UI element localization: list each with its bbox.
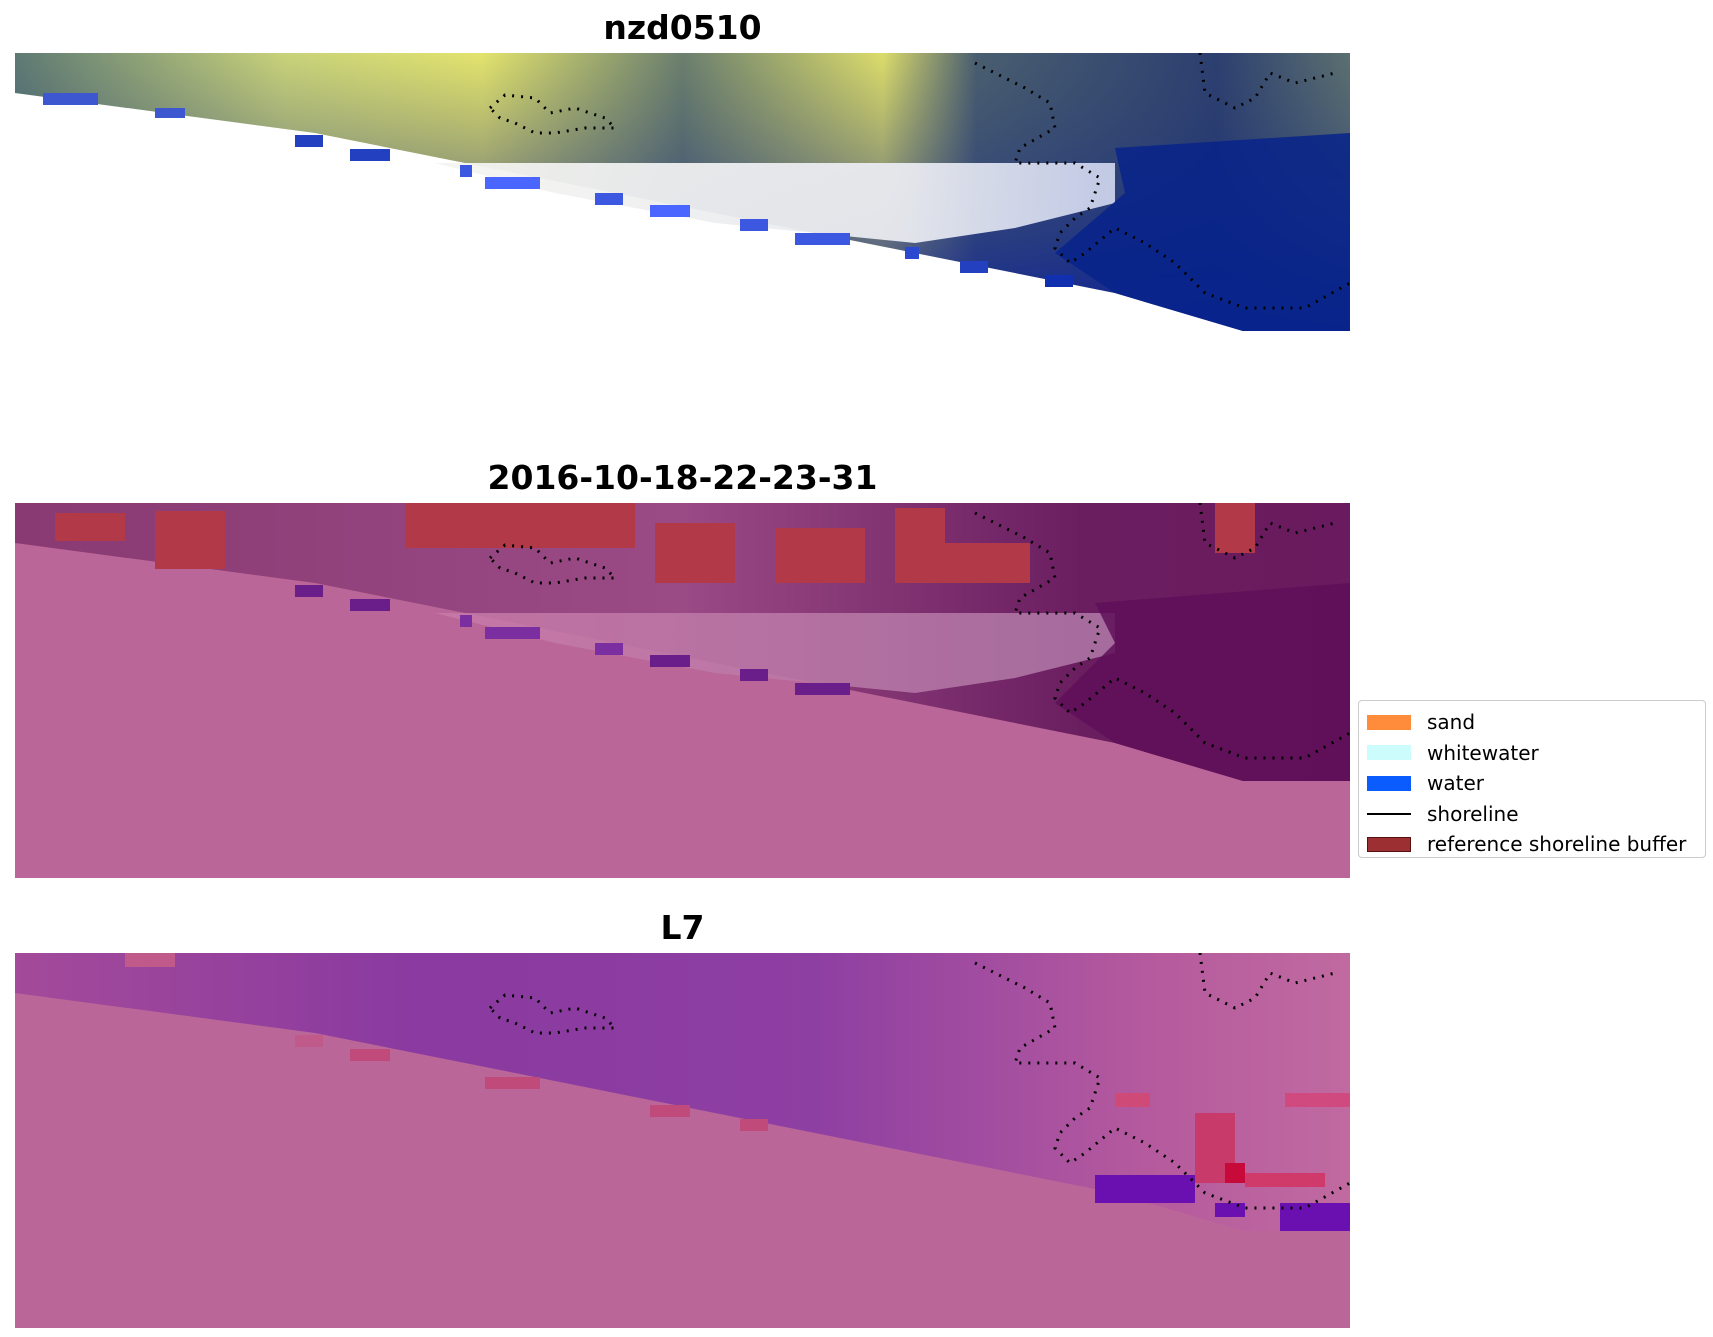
legend-label: whitewater — [1427, 740, 1539, 765]
shoreline-dots-3 — [487, 953, 1350, 1210]
legend: sand whitewater water shoreline referenc… — [1358, 700, 1706, 858]
legend-label: water — [1427, 771, 1484, 796]
legend-item-shoreline: shoreline — [1367, 799, 1697, 830]
classified-image-panel — [15, 503, 1350, 878]
legend-item-water: water — [1367, 768, 1697, 799]
sand-swatch — [1367, 714, 1411, 730]
legend-item-sand: sand — [1367, 707, 1697, 738]
rgb-image-panel — [15, 53, 1350, 331]
reference-buffer-patches — [55, 503, 1255, 583]
water-swatch — [1367, 775, 1411, 791]
legend-label: shoreline — [1427, 801, 1519, 826]
whitewater-swatch — [1367, 745, 1411, 761]
legend-item-whitewater: whitewater — [1367, 738, 1697, 769]
classified-image — [15, 503, 1350, 878]
index-image-panel — [15, 953, 1350, 1328]
shoreline-dots — [487, 53, 1350, 310]
panel-title-index: L7 — [660, 908, 705, 947]
reference-buffer-swatch — [1367, 836, 1411, 852]
shoreline-line-swatch — [1367, 812, 1411, 815]
index-image — [15, 953, 1350, 1328]
shoreline-dots-2 — [487, 503, 1350, 760]
legend-label: reference shoreline buffer — [1427, 832, 1687, 857]
legend-item-reference-buffer: reference shoreline buffer — [1367, 829, 1697, 860]
panel-title-classified: 2016-10-18-22-23-31 — [487, 458, 878, 497]
panel-title-rgb: nzd0510 — [603, 8, 762, 47]
rgb-image — [15, 53, 1350, 331]
legend-label: sand — [1427, 710, 1476, 735]
